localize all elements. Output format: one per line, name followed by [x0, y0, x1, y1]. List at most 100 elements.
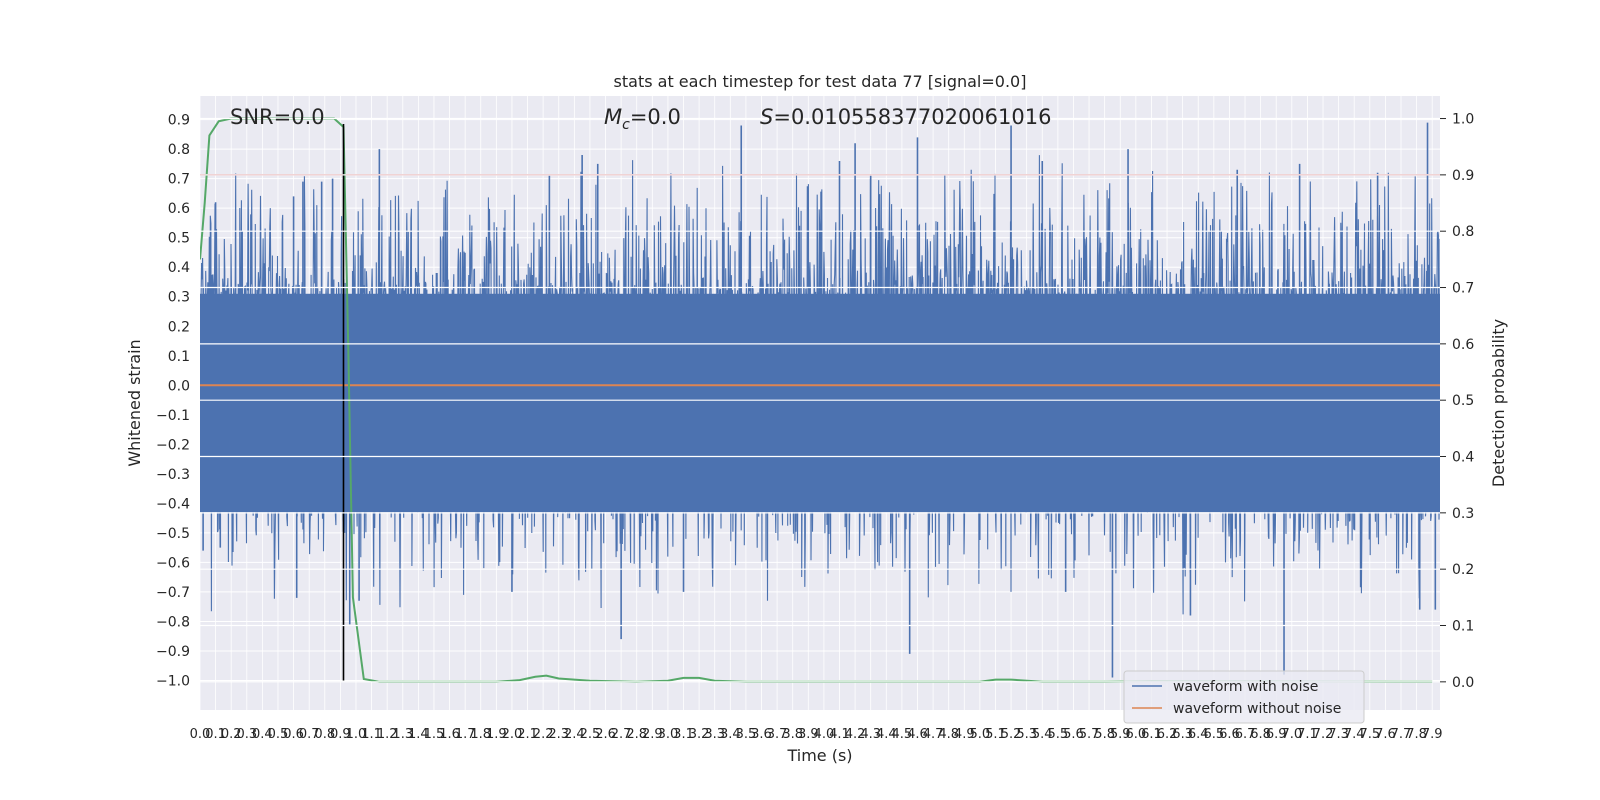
y2-tick-label: 0.4 — [1452, 450, 1474, 466]
x-tick-label: 5.6 — [1063, 727, 1084, 742]
y-tick-label: −0.8 — [156, 614, 190, 630]
x-axis-label: Time (s) — [786, 746, 852, 765]
x-tick-label: 0.2 — [221, 727, 242, 742]
x-tick-label: 2.2 — [533, 727, 554, 742]
y2-axis-label: Detection probability — [1489, 319, 1508, 487]
x-tick-label: 6.1 — [1141, 727, 1162, 742]
x-tick-label: 5.2 — [1001, 727, 1022, 742]
y2-tick-label: 0.6 — [1452, 337, 1474, 353]
x-tick-label: 7.9 — [1422, 727, 1443, 742]
x-tick-label: 0.3 — [236, 727, 257, 742]
x-tick-label: 2.7 — [611, 727, 632, 742]
x-tick-label: 0.8 — [314, 727, 335, 742]
x-tick-label: 3.5 — [736, 727, 757, 742]
y-axis-label: Whitened strain — [125, 339, 144, 466]
x-tick-label: 1.7 — [455, 727, 476, 742]
x-tick-label: 1.8 — [470, 727, 491, 742]
y2-tick-label: 0.7 — [1452, 281, 1474, 297]
x-tick-label: 7.3 — [1328, 727, 1349, 742]
y-tick-label: −0.4 — [156, 496, 190, 512]
y2-tick-label: 0.1 — [1452, 619, 1474, 635]
y-tick-labels: −1.0 −0.9 −0.8 −0.7 −0.6 −0.5 −0.4 −0.3 −0.2 −0.1… — [156, 113, 190, 690]
x-tick-label: 5.9 — [1110, 727, 1131, 742]
y-tick-label: −0.1 — [156, 408, 190, 424]
y-tick-label: −1.0 — [156, 673, 190, 689]
x-tick-label: 3.0 — [658, 727, 679, 742]
x-tick-label: 3.6 — [751, 727, 772, 742]
y2-tick-label: 0.5 — [1452, 393, 1474, 409]
y2-tick-label: 0.8 — [1452, 224, 1474, 240]
x-tick-label: 6.4 — [1188, 727, 1209, 742]
x-tick-labels: 0.00.10.20.30.40.50.60.70.80.91.01.11.21… — [190, 727, 1443, 742]
x-tick-label: 4.8 — [938, 727, 959, 742]
y-tick-label: −0.3 — [156, 467, 190, 483]
x-tick-label: 0.4 — [252, 727, 273, 742]
x-tick-label: 2.9 — [642, 727, 663, 742]
x-tick-label: 2.6 — [595, 727, 616, 742]
legend: waveform with noise waveform without noi… — [1123, 670, 1365, 724]
x-tick-label: 0.7 — [299, 727, 320, 742]
y2-tick-label: 0.0 — [1452, 675, 1474, 691]
y-tick-label: −0.5 — [156, 526, 190, 542]
y2-tick-label: 0.2 — [1452, 562, 1474, 578]
x-tick-label: 7.7 — [1391, 727, 1412, 742]
y-tick-label: −0.2 — [156, 437, 190, 453]
x-tick-label: 3.8 — [782, 727, 803, 742]
y-tick-label: 0.3 — [168, 290, 190, 306]
legend-label-clean: waveform without noise — [1173, 701, 1341, 717]
x-tick-label: 5.1 — [985, 727, 1006, 742]
x-tick-label: 6.7 — [1235, 727, 1256, 742]
y2-tick-label: 0.9 — [1452, 168, 1474, 184]
x-tick-label: 2.8 — [626, 727, 647, 742]
x-tick-label: 6.2 — [1157, 727, 1178, 742]
x-tick-label: 0.9 — [330, 727, 351, 742]
x-tick-label: 6.6 — [1219, 727, 1240, 742]
x-tick-label: 1.9 — [486, 727, 507, 742]
x-tick-label: 6.0 — [1126, 727, 1147, 742]
y-tick-label: 0.0 — [168, 378, 190, 394]
y-tick-label: −0.9 — [156, 644, 190, 660]
secondary-grid-lines — [200, 117, 1440, 683]
x-tick-label: 2.1 — [517, 727, 538, 742]
x-tick-label: 4.0 — [814, 727, 835, 742]
x-tick-label: 5.3 — [1016, 727, 1037, 742]
x-tick-label: 7.8 — [1406, 727, 1427, 742]
y-tick-label: −0.6 — [156, 555, 190, 571]
chart-title: stats at each timestep for test data 77 … — [614, 72, 1027, 91]
x-tick-label: 7.1 — [1297, 727, 1318, 742]
y-tick-label: 0.6 — [168, 201, 190, 217]
x-tick-label: 4.6 — [907, 727, 928, 742]
y-tick-label: 0.8 — [168, 142, 190, 158]
x-tick-label: 6.5 — [1203, 727, 1224, 742]
x-tick-label: 6.8 — [1250, 727, 1271, 742]
y-tick-label: 0.2 — [168, 319, 190, 335]
series-layer — [200, 117, 1440, 683]
x-tick-label: 1.0 — [346, 727, 367, 742]
x-tick-label: 1.6 — [439, 727, 460, 742]
x-tick-label: 4.1 — [829, 727, 850, 742]
x-tick-label: 7.2 — [1313, 727, 1334, 742]
snr-annotation: SNR=0.0 — [230, 105, 325, 129]
y2-tick-label: 0.3 — [1452, 506, 1474, 522]
x-tick-label: 7.6 — [1375, 727, 1396, 742]
x-tick-label: 1.2 — [377, 727, 398, 742]
x-tick-label: 5.5 — [1048, 727, 1069, 742]
x-tick-label: 4.5 — [892, 727, 913, 742]
x-tick-label: 1.5 — [424, 727, 445, 742]
x-tick-label: 4.4 — [876, 727, 897, 742]
x-tick-label: 2.4 — [564, 727, 585, 742]
x-tick-label: 3.2 — [689, 727, 710, 742]
x-tick-label: 3.1 — [673, 727, 694, 742]
x-tick-label: 6.9 — [1266, 727, 1287, 742]
y-tick-label: 0.1 — [168, 349, 190, 365]
x-tick-label: 2.3 — [548, 727, 569, 742]
x-tick-label: 5.8 — [1094, 727, 1115, 742]
y2-tick-label: 1.0 — [1452, 112, 1474, 128]
y-tick-label: 0.5 — [168, 231, 190, 247]
y2-tick-labels: 0.0 0.1 0.2 0.3 0.4 0.5 0.6 0.7 0.8 0.9 1.0 — [1440, 112, 1474, 691]
y-tick-label: 0.4 — [168, 260, 190, 276]
x-tick-label: 3.3 — [704, 727, 725, 742]
y-tick-label: 0.7 — [168, 172, 190, 188]
